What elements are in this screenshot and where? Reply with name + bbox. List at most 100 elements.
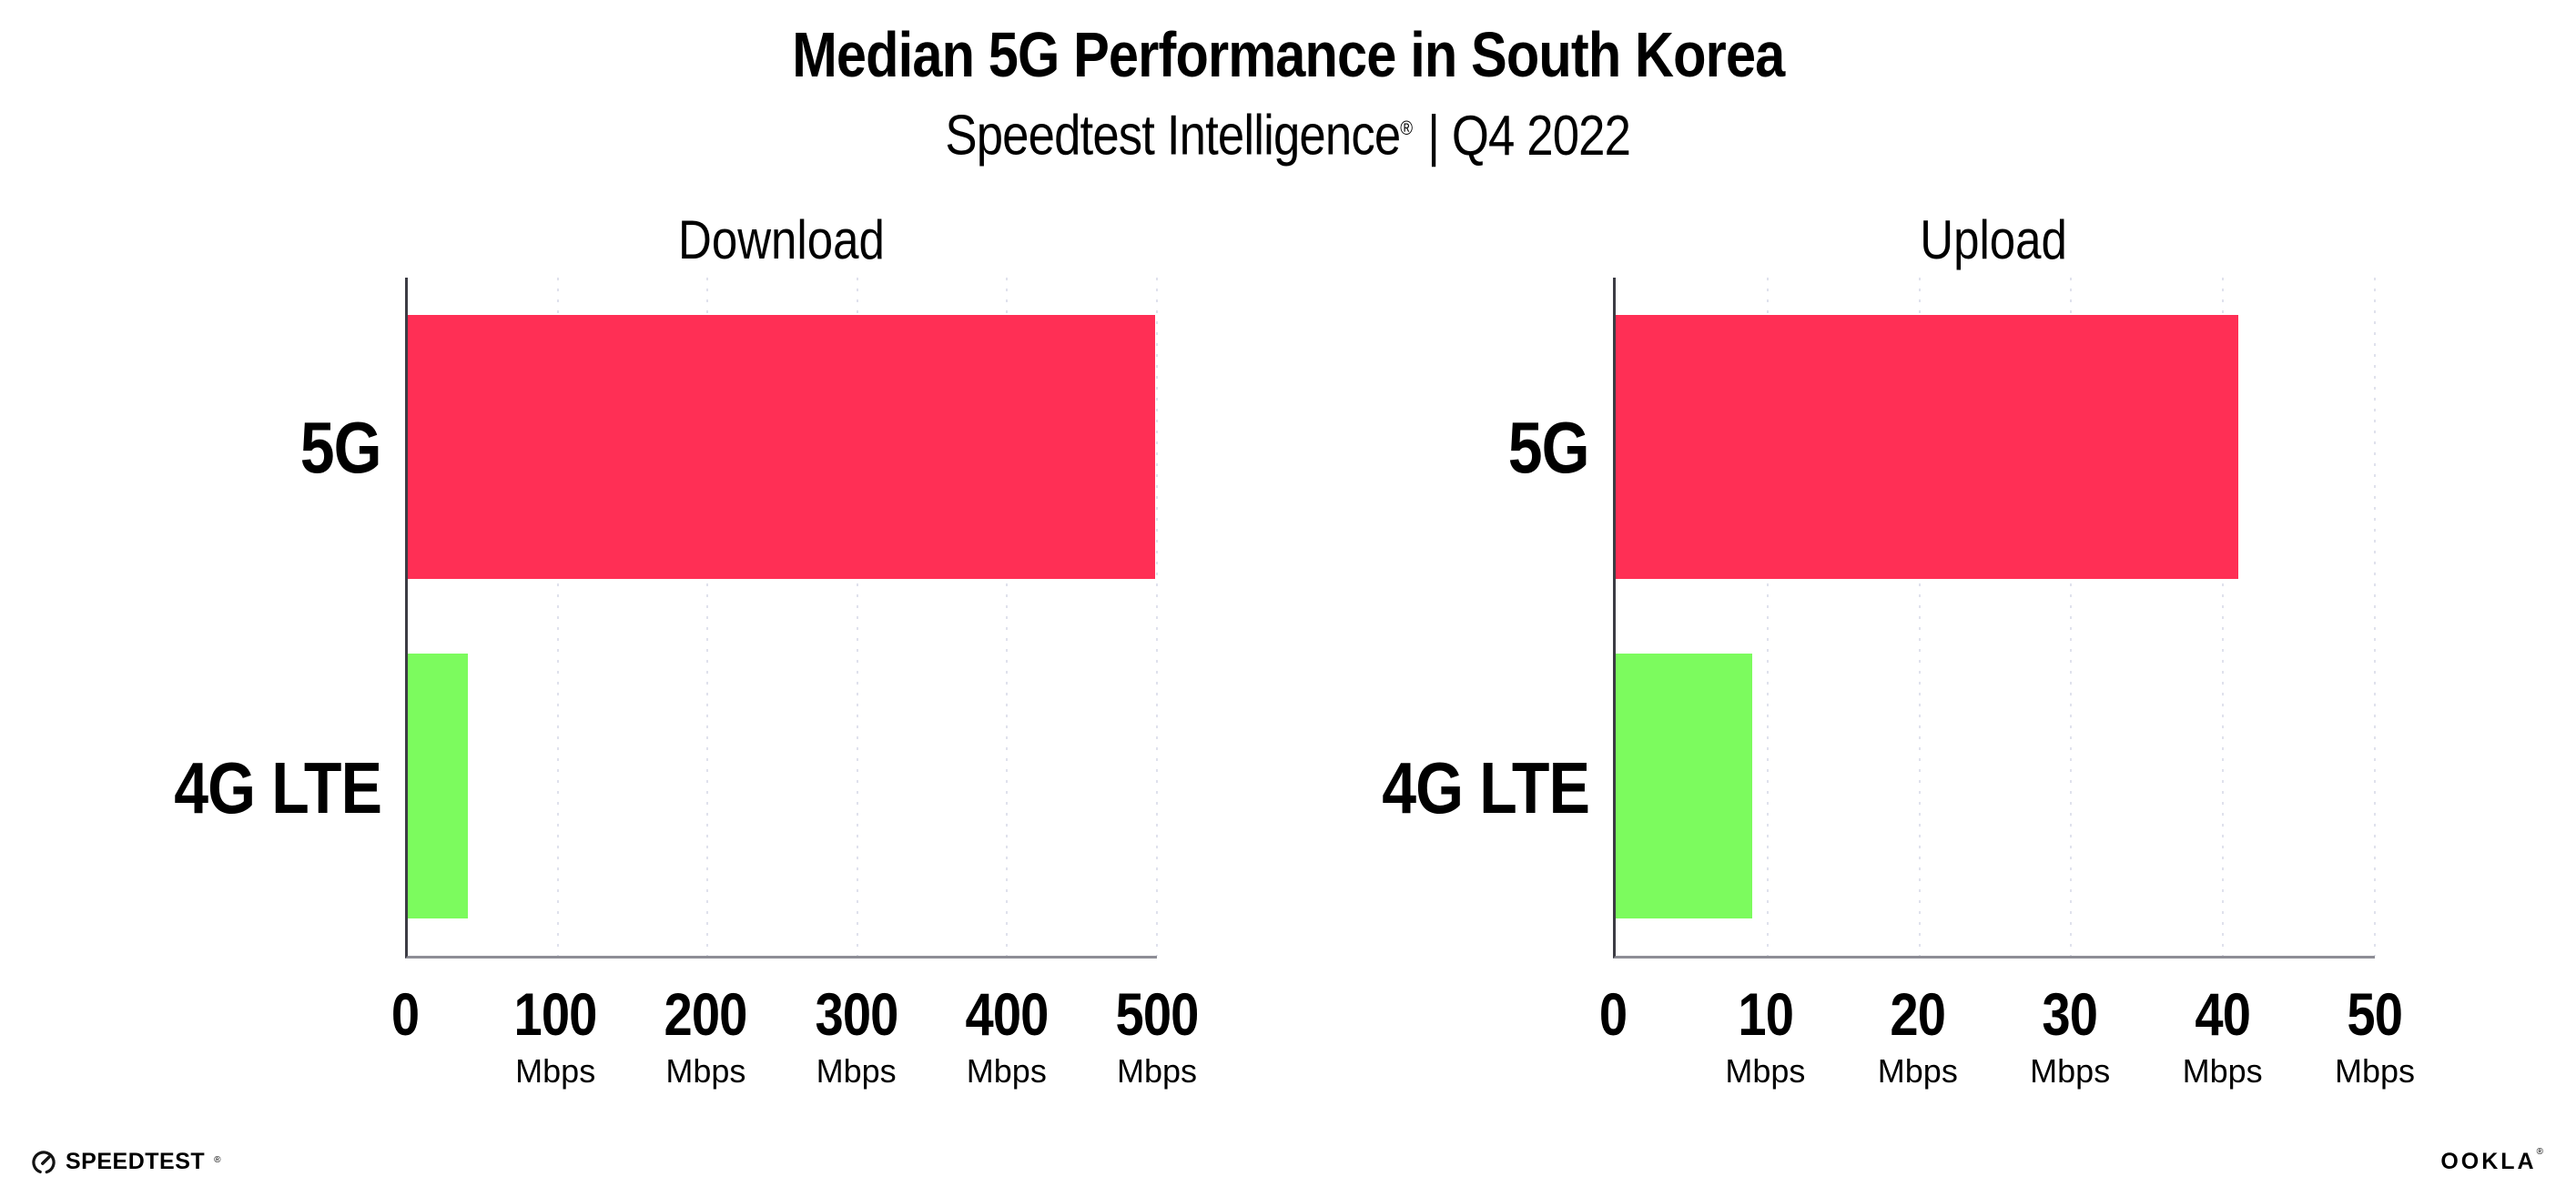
category-label-text: 4G LTE [1382, 746, 1590, 828]
x-tick-value-text: 40 [2195, 979, 2251, 1048]
category-label: 5G [0, 278, 405, 618]
x-tick-value: 0 [1597, 984, 1629, 1044]
bar-5g [1616, 314, 2238, 580]
x-tick-value: 400 [958, 984, 1055, 1044]
bar-row [1616, 278, 2375, 617]
x-tick-value-text: 200 [664, 979, 748, 1048]
bar-row [1616, 616, 2375, 956]
category-label-text: 4G LTE [174, 746, 382, 828]
x-tick-unit: Mbps [665, 1051, 746, 1090]
bar-4g-lte [1616, 654, 1753, 918]
x-tick-unit: Mbps [966, 1051, 1047, 1090]
x-tick-value: 300 [807, 984, 905, 1044]
gridline [2070, 277, 2073, 956]
gridline [706, 277, 709, 956]
x-tick-value-text: 10 [1738, 979, 1794, 1048]
footer: SPEEDTEST ® OOKLA® [31, 1147, 2543, 1175]
category-labels: 5G 4G LTE [1157, 278, 1613, 959]
ookla-logo-text: OOKLA [2440, 1149, 2537, 1174]
x-tick-unit: Mbps [816, 1051, 897, 1090]
x-tick-unit: Mbps [2334, 1051, 2416, 1090]
gridline [556, 277, 559, 956]
speedtest-registered-mark: ® [214, 1155, 221, 1165]
x-tick: 0 [1597, 984, 1629, 1044]
category-label: 4G LTE [0, 618, 405, 959]
gridline [1006, 277, 1009, 956]
x-tick-value: 40 [2183, 984, 2263, 1044]
subtitle-period: | Q4 2022 [1427, 104, 1631, 167]
chart-upload: Upload 0 10 Mbps 20 Mbps 30 Mbps 40 Mbps 50 Mbps [1599, 208, 2415, 1107]
ookla-registered-mark: ® [2536, 1147, 2543, 1157]
category-label: 5G [1157, 278, 1613, 618]
x-tick-value-text: 20 [1890, 979, 1946, 1048]
x-tick-value: 100 [507, 984, 604, 1044]
x-tick-unit: Mbps [1725, 1051, 1806, 1090]
x-tick: 400 Mbps [958, 984, 1055, 1088]
chart-subtitle-text: Speedtest Intelligence® | Q4 2022 [945, 98, 1632, 167]
x-tick-value-text: 300 [815, 979, 898, 1048]
gridline [2374, 277, 2376, 956]
speedtest-gauge-icon [32, 1150, 56, 1174]
gridline [2222, 277, 2225, 956]
bar-row [408, 278, 1157, 617]
x-tick-unit: Mbps [2030, 1051, 2111, 1090]
x-tick-unit: Mbps [1877, 1051, 1958, 1090]
subtitle-brand: Speedtest Intelligence [945, 104, 1402, 167]
category-label-text: 5G [299, 406, 382, 488]
chart-subtitle: Speedtest Intelligence® | Q4 2022 [0, 98, 2576, 167]
category-label-text: 5G [1507, 406, 1590, 488]
x-tick: 300 Mbps [807, 984, 905, 1088]
x-tick-value-text: 30 [2042, 979, 2099, 1048]
x-tick-value-text: 100 [513, 979, 598, 1048]
header: Median 5G Performance in South Korea Spe… [0, 0, 2576, 167]
gridline [1156, 277, 1158, 956]
x-tick-value: 30 [2030, 984, 2110, 1044]
charts-row: 5G 4G LTE Download 0 100 Mbps 200 Mbps 300 Mbps 40… [0, 208, 2576, 1107]
bar-4g-lte [408, 654, 468, 918]
x-tick: 20 Mbps [1878, 984, 1958, 1088]
x-axis-ticks: 0 100 Mbps 200 Mbps 300 Mbps 400 Mbps 500 Mbps [391, 984, 1200, 1107]
x-tick-value-text: 500 [1115, 979, 1199, 1048]
chart-title-text: Download [677, 208, 885, 270]
category-labels: 5G 4G LTE [0, 278, 405, 959]
x-tick-value: 0 [389, 984, 421, 1044]
plot-area [1613, 277, 2376, 959]
registered-mark: ® [1400, 117, 1414, 139]
x-axis-ticks: 0 10 Mbps 20 Mbps 30 Mbps 40 Mbps 50 Mbps [1599, 984, 2415, 1107]
x-tick: 500 Mbps [1108, 984, 1205, 1088]
x-tick-value: 50 [2335, 984, 2415, 1044]
chart-title-text: Upload [1920, 208, 2068, 270]
x-tick: 40 Mbps [2183, 984, 2263, 1088]
x-tick-value-text: 0 [390, 979, 420, 1048]
x-tick-value: 20 [1878, 984, 1958, 1044]
x-tick: 30 Mbps [2030, 984, 2110, 1088]
x-tick-value-text: 50 [2347, 979, 2404, 1048]
page-title-text: Median 5G Performance in South Korea [791, 19, 1785, 90]
chart-title: Upload [1613, 208, 2375, 270]
x-tick: 0 [389, 984, 421, 1044]
gridline [1766, 277, 1769, 956]
x-tick-value: 500 [1108, 984, 1205, 1044]
x-tick: 10 Mbps [1725, 984, 1805, 1088]
page-title: Median 5G Performance in South Korea [0, 18, 2576, 91]
x-tick: 50 Mbps [2335, 984, 2415, 1088]
x-tick-value-text: 400 [965, 979, 1049, 1048]
bar-5g [408, 314, 1156, 580]
x-tick: 200 Mbps [657, 984, 755, 1088]
x-tick-unit: Mbps [1116, 1051, 1198, 1090]
category-label: 4G LTE [1157, 618, 1613, 959]
gridline [856, 277, 858, 956]
plot-area [405, 277, 1158, 959]
x-tick-value-text: 0 [1598, 979, 1628, 1048]
speedtest-logo-text: SPEEDTEST [66, 1149, 206, 1174]
bar-row [408, 616, 1157, 956]
x-tick-unit: Mbps [515, 1051, 596, 1090]
gridline [1918, 277, 1921, 956]
speedtest-logo: SPEEDTEST ® [31, 1149, 221, 1175]
x-tick-value: 10 [1725, 984, 1805, 1044]
x-tick-value: 200 [657, 984, 755, 1044]
x-tick: 100 Mbps [507, 984, 604, 1088]
chart-title: Download [405, 208, 1157, 270]
chart-download: Download 0 100 Mbps 200 Mbps 300 Mbps 400 Mbps 500… [391, 208, 1200, 1107]
